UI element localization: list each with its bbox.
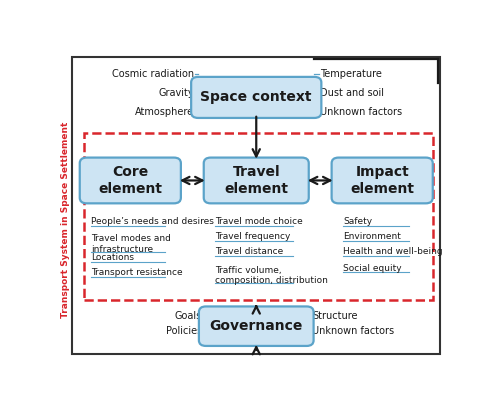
Text: Dust and soil: Dust and soil bbox=[320, 88, 384, 98]
Text: Transport System in Space Settlement: Transport System in Space Settlement bbox=[62, 121, 70, 318]
Text: Travel mode choice: Travel mode choice bbox=[216, 217, 303, 226]
Text: Policies: Policies bbox=[166, 326, 202, 336]
Text: Goals: Goals bbox=[175, 311, 202, 321]
Text: Travel
element: Travel element bbox=[224, 165, 288, 196]
FancyBboxPatch shape bbox=[332, 158, 433, 204]
Text: Environment: Environment bbox=[343, 232, 401, 241]
FancyBboxPatch shape bbox=[199, 306, 314, 346]
FancyBboxPatch shape bbox=[191, 77, 322, 118]
FancyBboxPatch shape bbox=[80, 158, 181, 204]
Text: Safety: Safety bbox=[343, 217, 372, 226]
Text: Cosmic radiation: Cosmic radiation bbox=[112, 69, 194, 79]
Text: Locations: Locations bbox=[92, 253, 134, 262]
Text: Governance: Governance bbox=[210, 319, 303, 333]
Text: Impact
element: Impact element bbox=[350, 165, 414, 196]
Text: Space context: Space context bbox=[200, 90, 312, 105]
Bar bbox=[84, 133, 432, 300]
Text: Transport resistance: Transport resistance bbox=[92, 268, 183, 277]
Text: Health and well-being: Health and well-being bbox=[343, 247, 443, 256]
Text: Travel distance: Travel distance bbox=[216, 247, 284, 256]
Text: Traffic volume,
composition, distribution: Traffic volume, composition, distributio… bbox=[216, 266, 328, 285]
Text: Travel frequency: Travel frequency bbox=[216, 232, 290, 241]
Text: Unknown factors: Unknown factors bbox=[320, 107, 402, 116]
Text: Gravity: Gravity bbox=[158, 88, 194, 98]
FancyBboxPatch shape bbox=[204, 158, 309, 204]
Text: Social equity: Social equity bbox=[343, 263, 402, 273]
Text: Temperature: Temperature bbox=[320, 69, 382, 79]
Text: Unknown factors: Unknown factors bbox=[312, 326, 394, 336]
Text: Travel modes and
infrastructure: Travel modes and infrastructure bbox=[92, 234, 171, 254]
Text: People’s needs and desires: People’s needs and desires bbox=[92, 217, 214, 226]
Text: Atmosphere: Atmosphere bbox=[135, 107, 194, 116]
Text: Core
element: Core element bbox=[98, 165, 162, 196]
Text: Structure: Structure bbox=[312, 311, 358, 321]
